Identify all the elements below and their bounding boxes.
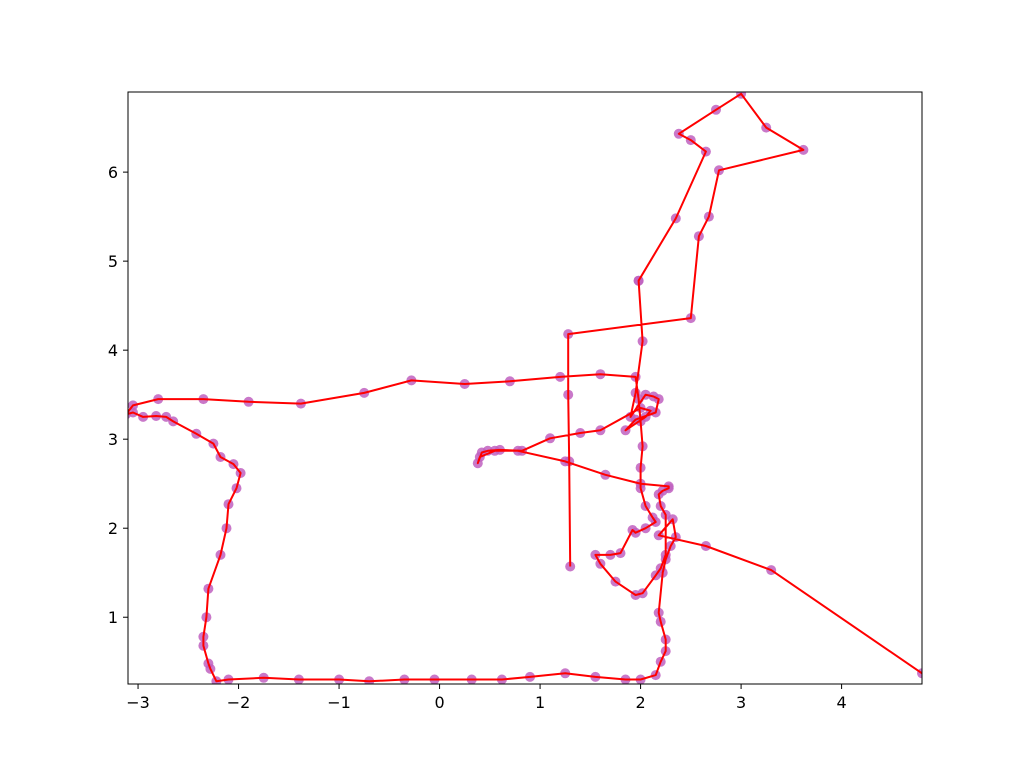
series-line	[128, 92, 922, 683]
y-tick-label: 1	[108, 608, 118, 627]
y-tick-label: 6	[108, 163, 118, 182]
x-tick-label: −2	[227, 693, 251, 712]
y-tick-label: 5	[108, 252, 118, 271]
y-tick-label: 4	[108, 341, 118, 360]
y-tick-label: 2	[108, 519, 118, 538]
x-tick-label: −3	[126, 693, 150, 712]
x-tick-label: 4	[837, 693, 847, 712]
y-tick-label: 3	[108, 430, 118, 449]
plot-marks	[128, 92, 922, 684]
plot-frame	[127, 91, 923, 685]
x-axis: −3 −2 −1 0 1 2 3 4	[126, 684, 847, 712]
x-tick-label: 3	[736, 693, 746, 712]
x-tick-label: −1	[327, 693, 351, 712]
x-tick-label: 2	[635, 693, 645, 712]
x-tick-label: 0	[434, 693, 444, 712]
x-tick-label: 1	[535, 693, 545, 712]
y-axis: 1 2 3 4 5 6	[108, 163, 128, 627]
